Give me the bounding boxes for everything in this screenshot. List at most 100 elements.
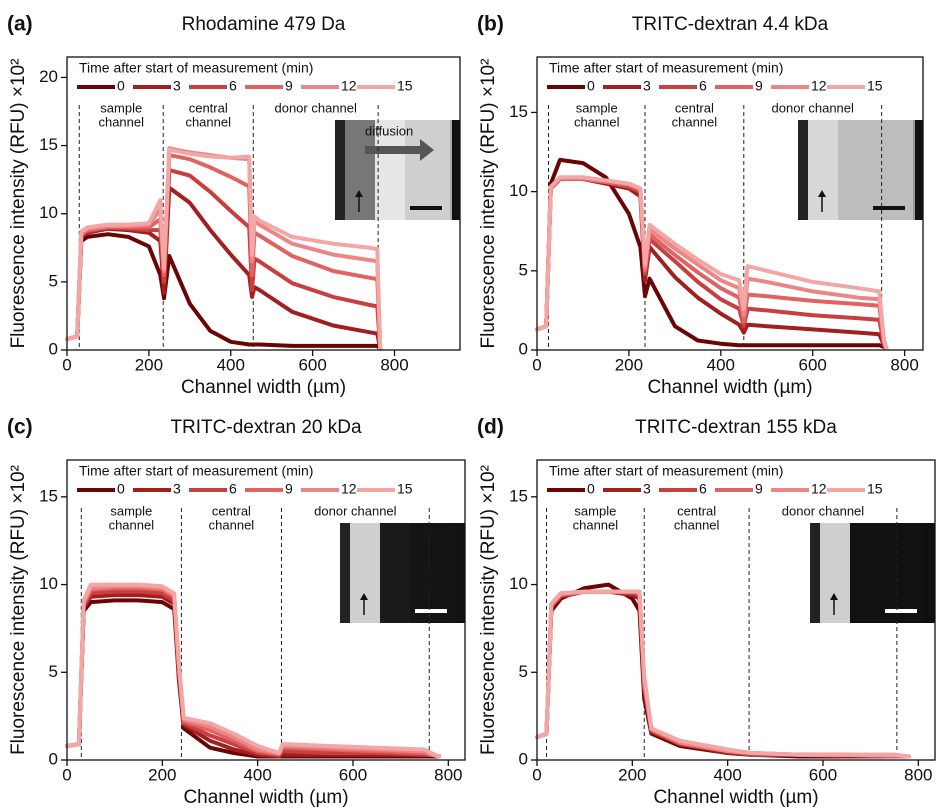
legend-label: 0 [587,78,595,94]
y-tick-label: 5 [49,662,58,681]
legend-title: Time after start of measurement (min) [79,463,313,479]
inset-region [405,120,450,220]
inset-edge [798,120,808,220]
series-line [535,157,889,351]
legend-label: 9 [285,481,293,497]
legend-label: 6 [229,78,237,94]
channel-label: channel [674,517,720,532]
legend-label: 0 [117,481,125,497]
legend-title: Time after start of measurement (min) [549,60,783,76]
inset-edge [452,120,460,220]
panel-title: TRITC-dextran 20 kDa [170,417,362,438]
channel-label: donor channel [782,503,865,518]
series-line [65,185,383,351]
channel-label: sample [576,100,618,115]
x-axis-label: Channel width (µm) [181,377,346,398]
flow-arrow-head [818,190,826,197]
channel-label: central [675,100,714,115]
legend-label: 6 [229,481,237,497]
y-tick-label: 20 [39,67,58,86]
legend-label: 12 [811,78,827,94]
legend-label: 12 [811,481,827,497]
inset-image [340,523,465,623]
legend-label: 3 [173,78,181,94]
y-tick-label: 15 [509,486,528,505]
channel-label: sample [574,503,616,518]
x-tick-label: 600 [339,765,367,784]
x-tick-label: 400 [217,355,245,374]
x-tick-label: 200 [615,355,643,374]
scale-bar [415,609,447,613]
legend-label: 6 [699,78,707,94]
scale-bar [410,206,442,210]
flow-arrow-head [360,593,368,600]
panel-label: (c) [7,416,33,439]
inset-edge [457,523,465,623]
legend-label: 6 [699,481,707,497]
x-tick-label: 600 [809,765,837,784]
y-tick-label: 10 [509,574,528,593]
y-tick-label: 10 [39,203,58,222]
series-line [535,175,889,351]
inset-edge [340,523,350,623]
scale-bar [885,609,917,613]
series-line [65,232,383,351]
x-tick-label: 400 [243,765,271,784]
channel-label: sample [100,100,142,115]
channel-label: central [677,503,716,518]
inset-label: diffusion [365,123,413,138]
legend-label: 3 [643,78,651,94]
inset-region [410,523,455,623]
legend-label: 15 [867,78,883,94]
inset-region [380,523,410,623]
x-tick-label: 800 [904,765,932,784]
inset-edge [335,120,345,220]
x-tick-label: 0 [532,765,541,784]
inset-region [880,523,925,623]
channel-label: channel [98,114,144,129]
legend-label: 9 [755,78,763,94]
legend-label: 12 [341,78,357,94]
plot-frame [536,459,936,761]
y-tick-label: 15 [39,486,58,505]
inset-image [335,120,460,220]
inset-image [810,523,935,623]
y-tick-label: 0 [49,749,58,768]
channel-label: central [212,503,251,518]
x-tick-label: 200 [135,355,163,374]
y-axis-label: Fluorescence intensity (RFU) ×10² [478,465,499,755]
series-line [65,598,441,759]
series-line [65,168,383,351]
x-tick-label: 400 [713,765,741,784]
legend-label: 3 [173,481,181,497]
y-tick-label: 0 [519,339,528,358]
inset-region [838,120,868,220]
x-axis-label: Channel width (µm) [647,377,812,398]
legend-label: 12 [341,481,357,497]
legend-label: 3 [643,481,651,497]
y-tick-label: 10 [509,181,528,200]
x-tick-label: 800 [434,765,462,784]
y-tick-label: 0 [49,339,58,358]
y-tick-label: 10 [39,574,58,593]
panel-label: (d) [477,416,504,439]
series-line [65,153,383,351]
y-tick-label: 5 [519,662,528,681]
series-line [65,147,383,351]
diffusion-arrow [365,139,434,161]
legend-label: 15 [867,481,883,497]
inset-region [850,523,880,623]
legend-label: 9 [285,78,293,94]
scale-bar [873,206,905,210]
panel-title: TRITC-dextran 4.4 kDa [632,14,829,35]
y-tick-label: 5 [519,260,528,279]
inset-image [798,120,923,220]
plot-frame [66,459,466,761]
y-axis-label: Fluorescence intensity (RFU) ×10² [478,59,499,349]
x-tick-label: 600 [799,355,827,374]
inset-edge [915,120,923,220]
channel-label: channel [209,517,255,532]
flow-arrow-head [830,593,838,600]
plot-frame [66,56,461,351]
